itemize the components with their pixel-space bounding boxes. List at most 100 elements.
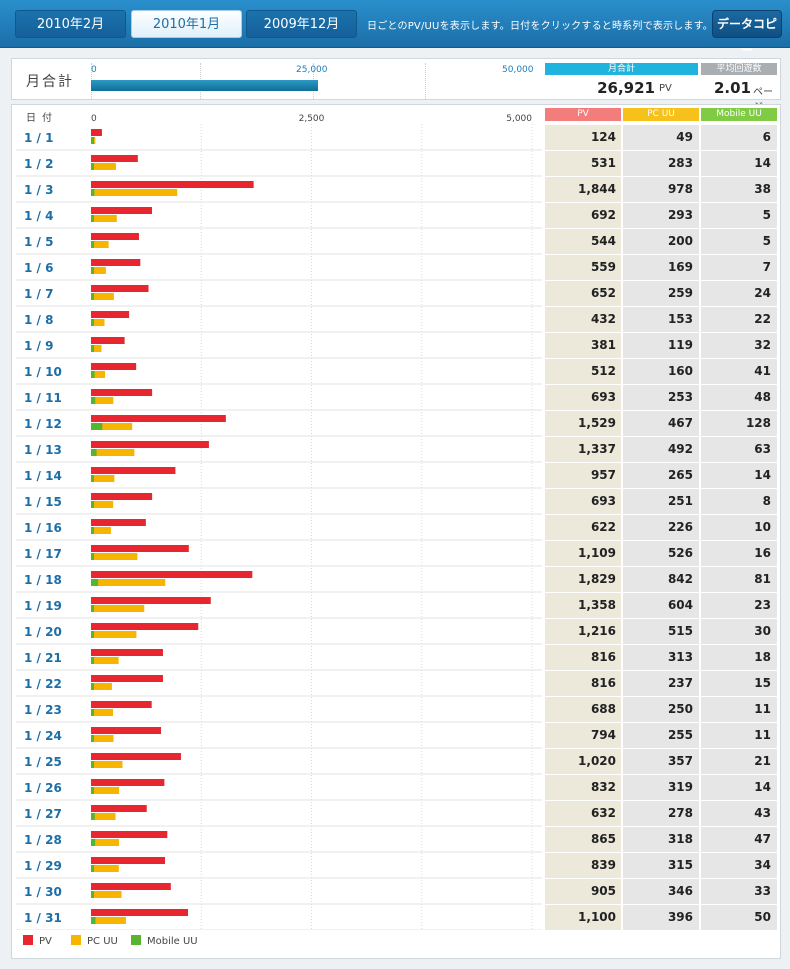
pc-uu-value: 160 xyxy=(668,364,693,378)
date-link[interactable]: 1 / 10 xyxy=(24,365,62,379)
pv-cell-bg xyxy=(545,411,621,436)
pv-bar xyxy=(91,285,149,292)
pc-uu-value: 293 xyxy=(668,208,693,222)
date-link[interactable]: 1 / 17 xyxy=(24,547,62,561)
top-bar: 2010年2月 2010年1月 2009年12月 日ごとのPV/UUを表示します… xyxy=(0,0,790,57)
pv-bar xyxy=(91,493,153,500)
pv-bar xyxy=(91,805,147,812)
pc-uu-value: 515 xyxy=(668,624,693,638)
date-link[interactable]: 1 / 1 xyxy=(24,131,53,145)
pv-value: 1,337 xyxy=(578,442,616,456)
pc-uu-value: 318 xyxy=(668,832,693,846)
date-link[interactable]: 1 / 28 xyxy=(24,833,62,847)
data-copy-button[interactable]: データコピー xyxy=(712,10,782,57)
pv-bar xyxy=(91,545,189,552)
pc-uu-bar xyxy=(91,787,120,794)
date-link[interactable]: 1 / 7 xyxy=(24,287,53,301)
summary-total-bar xyxy=(91,80,319,91)
pc-uu-value: 237 xyxy=(668,676,693,690)
date-link[interactable]: 1 / 15 xyxy=(24,495,62,509)
date-link[interactable]: 1 / 21 xyxy=(24,651,62,665)
date-link[interactable]: 1 / 19 xyxy=(24,599,62,613)
mobile-cell-bg xyxy=(701,177,777,202)
date-link[interactable]: 1 / 4 xyxy=(24,209,53,223)
summary-tick-1: 25,000 xyxy=(296,65,328,75)
pv-cell-bg xyxy=(545,905,621,930)
date-link[interactable]: 1 / 12 xyxy=(24,417,62,431)
pc-uu-value: 200 xyxy=(668,234,693,248)
date-link[interactable]: 1 / 9 xyxy=(24,339,53,353)
date-link[interactable]: 1 / 8 xyxy=(24,313,53,327)
pv-value: 957 xyxy=(591,468,616,482)
date-link[interactable]: 1 / 2 xyxy=(24,157,53,171)
date-link[interactable]: 1 / 20 xyxy=(24,625,62,639)
pc-uu-value: 259 xyxy=(668,286,693,300)
mobile-cell-bg xyxy=(701,671,777,696)
mobile-cell-bg xyxy=(701,385,777,410)
date-link[interactable]: 1 / 5 xyxy=(24,235,53,249)
date-link[interactable]: 1 / 27 xyxy=(24,807,62,821)
date-link[interactable]: 1 / 30 xyxy=(24,885,62,899)
tab-2010-02[interactable]: 2010年2月 xyxy=(15,10,126,38)
date-link[interactable]: 1 / 22 xyxy=(24,677,62,691)
pc-cell-bg xyxy=(623,749,699,774)
pc-cell-bg xyxy=(623,151,699,176)
mobile-uu-bar xyxy=(91,579,99,586)
pv-cell-bg xyxy=(545,515,621,540)
pv-bar xyxy=(91,181,254,188)
legend-item-pv: PV xyxy=(23,935,52,947)
date-link[interactable]: 1 / 29 xyxy=(24,859,62,873)
legend-item-mobile-uu: Mobile UU xyxy=(131,935,198,947)
date-link[interactable]: 1 / 23 xyxy=(24,703,62,717)
date-link[interactable]: 1 / 25 xyxy=(24,755,62,769)
date-link[interactable]: 1 / 3 xyxy=(24,183,53,197)
mobile-uu-column-header: Mobile UU xyxy=(701,108,777,121)
pv-value: 692 xyxy=(591,208,616,222)
date-link[interactable]: 1 / 26 xyxy=(24,781,62,795)
pv-value: 1,358 xyxy=(578,598,616,612)
pc-uu-bar xyxy=(91,501,114,508)
pv-bar xyxy=(91,337,125,344)
pv-bar xyxy=(91,441,209,448)
legend-swatch-pv xyxy=(23,935,33,945)
date-link[interactable]: 1 / 18 xyxy=(24,573,62,587)
mobile-uu-bar xyxy=(91,787,94,794)
mobile-cell-bg xyxy=(701,515,777,540)
date-link[interactable]: 1 / 11 xyxy=(24,391,62,405)
pc-uu-value: 283 xyxy=(668,156,693,170)
date-link[interactable]: 1 / 14 xyxy=(24,469,62,483)
mobile-uu-value: 50 xyxy=(754,910,771,924)
mobile-uu-value: 15 xyxy=(754,676,771,690)
summary-average-header: 平均回遊数 xyxy=(701,63,777,75)
pc-uu-bar xyxy=(91,527,111,534)
tab-2009-12[interactable]: 2009年12月 xyxy=(246,10,357,38)
date-link[interactable]: 1 / 16 xyxy=(24,521,62,535)
date-link[interactable]: 1 / 6 xyxy=(24,261,53,275)
pv-cell-bg xyxy=(545,489,621,514)
summary-tick-0: 0 xyxy=(91,65,97,75)
pc-uu-bar xyxy=(91,267,106,274)
daily-table: 日付 PV PC UU Mobile UU 0 2,500 5,000 1 / 1 12… xyxy=(11,104,781,959)
tab-2010-01[interactable]: 2010年1月 xyxy=(131,10,242,38)
pc-cell-bg xyxy=(623,879,699,904)
pv-bar xyxy=(91,467,176,474)
pv-cell-bg xyxy=(545,541,621,566)
pv-cell-bg xyxy=(545,619,621,644)
date-column-header: 日付 xyxy=(26,113,58,124)
pc-uu-bar xyxy=(91,189,178,196)
pc-uu-bar xyxy=(91,605,145,612)
pc-uu-value: 265 xyxy=(668,468,693,482)
pv-cell-bg xyxy=(545,307,621,332)
pv-value: 652 xyxy=(591,286,616,300)
summary-grid-3 xyxy=(425,63,426,99)
axis-tick-1: 2,500 xyxy=(299,114,325,124)
pv-bar xyxy=(91,571,253,578)
mobile-uu-value: 11 xyxy=(754,702,771,716)
pv-bar xyxy=(91,207,153,214)
mobile-uu-bar xyxy=(91,891,94,898)
date-link[interactable]: 1 / 31 xyxy=(24,911,62,925)
date-link[interactable]: 1 / 13 xyxy=(24,443,62,457)
date-link[interactable]: 1 / 24 xyxy=(24,729,62,743)
pc-uu-bar xyxy=(91,371,106,378)
mobile-cell-bg xyxy=(701,775,777,800)
